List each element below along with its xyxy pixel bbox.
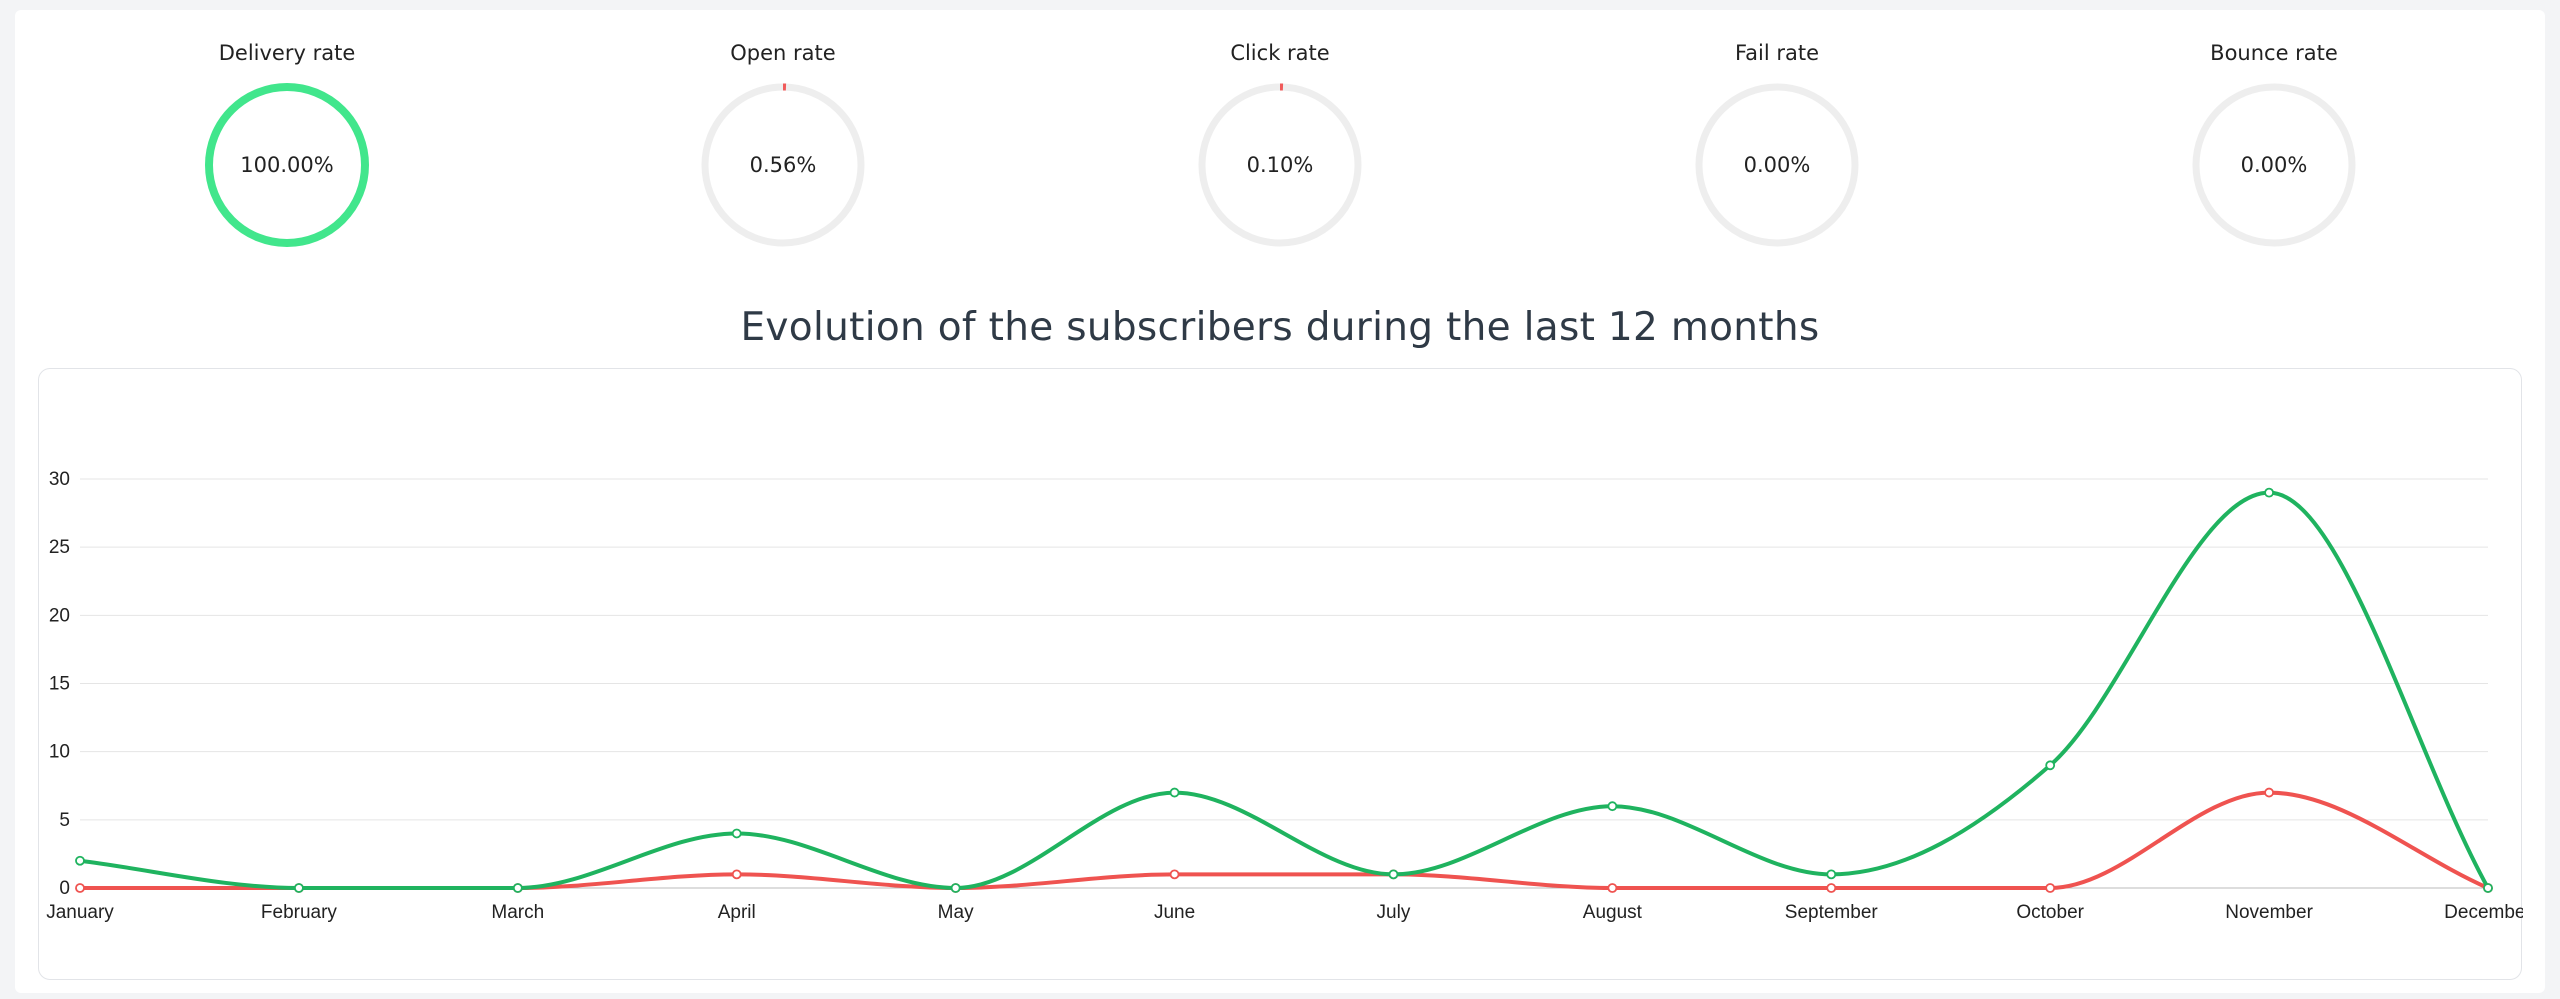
y-tick-label: 10 xyxy=(49,742,70,763)
open-rate-value: 0.56% xyxy=(749,153,817,177)
data-point[interactable] xyxy=(2264,487,2274,498)
data-point[interactable] xyxy=(1169,787,1180,798)
fail-rate-stat: Fail rate 0.00% xyxy=(1627,38,1927,250)
click-rate-label: Click rate xyxy=(1230,41,1330,65)
data-point[interactable] xyxy=(75,883,85,893)
fail-rate-value: 0.00% xyxy=(1743,153,1811,177)
data-point[interactable] xyxy=(1826,869,1837,880)
y-tick-label: 5 xyxy=(59,810,70,831)
x-tick-label: November xyxy=(2225,902,2313,923)
x-tick-label: January xyxy=(46,902,114,923)
click-rate-gauge: 0.10% xyxy=(1195,80,1365,250)
y-tick-label: 20 xyxy=(49,605,70,626)
data-point[interactable] xyxy=(75,855,85,866)
gauge-track xyxy=(1695,83,1859,247)
bounce-rate-label: Bounce rate xyxy=(2210,41,2338,65)
stats-panel: Delivery rate 100.00% Open rate 0.56% Cl… xyxy=(15,10,2545,993)
data-point[interactable] xyxy=(2264,787,2274,798)
data-point[interactable] xyxy=(950,883,961,893)
data-point[interactable] xyxy=(1607,801,1618,812)
chart-title: Evolution of the subscribers during the … xyxy=(740,305,1820,350)
bounce-rate-gauge: 0.00% xyxy=(2189,80,2359,250)
gauge-ring xyxy=(205,83,369,247)
data-point[interactable] xyxy=(1607,883,1618,893)
y-tick-label: 25 xyxy=(49,537,70,558)
data-point[interactable] xyxy=(731,869,742,880)
rate-gauges: Delivery rate 100.00% Open rate 0.56% Cl… xyxy=(15,10,2545,260)
data-point[interactable] xyxy=(2483,883,2493,893)
y-tick-label: 0 xyxy=(59,878,70,899)
data-point[interactable] xyxy=(1826,883,1837,893)
data-point[interactable] xyxy=(2045,883,2056,893)
gauge-ring xyxy=(1695,83,1859,247)
series-line-0 xyxy=(78,490,2490,891)
x-tick-label: October xyxy=(2016,902,2084,923)
gauge-progress xyxy=(205,83,369,247)
gauge-progress xyxy=(1198,83,1362,247)
gauge-ring xyxy=(701,83,865,247)
x-tick-label: February xyxy=(261,902,338,923)
x-tick-label: March xyxy=(491,902,544,923)
x-tick-label: December xyxy=(2444,902,2523,923)
data-point[interactable] xyxy=(2045,760,2056,771)
open-rate-label: Open rate xyxy=(730,41,836,65)
x-tick-label: September xyxy=(1785,902,1879,923)
x-tick-label: April xyxy=(718,902,756,923)
bounce-rate-stat: Bounce rate 0.00% xyxy=(2124,38,2424,250)
open-rate-stat: Open rate 0.56% xyxy=(633,38,933,250)
x-tick-label: July xyxy=(1377,902,1411,923)
open-rate-gauge: 0.56% xyxy=(698,80,868,250)
y-tick-label: 30 xyxy=(49,469,70,490)
x-tick-label: June xyxy=(1154,902,1195,923)
bounce-rate-value: 0.00% xyxy=(2240,153,2308,177)
data-point[interactable] xyxy=(1169,869,1180,880)
delivery-rate-label: Delivery rate xyxy=(218,41,356,65)
gauge-track xyxy=(2192,83,2356,247)
data-point[interactable] xyxy=(1388,869,1399,880)
chart-card: 0 5 10 15 20 25 30 January February March April May… xyxy=(38,368,2523,980)
fail-rate-gauge: 0.00% xyxy=(1692,80,1862,250)
click-rate-stat: Click rate 0.10% xyxy=(1130,38,1430,250)
gauge-ring xyxy=(2192,83,2356,247)
x-tick-label: August xyxy=(1583,902,1643,923)
click-rate-value: 0.10% xyxy=(1246,153,1314,177)
data-point[interactable] xyxy=(294,883,304,893)
delivery-rate-stat: Delivery rate 100.00% xyxy=(137,38,437,250)
subscribers-line-chart: 0 5 10 15 20 25 30 January February March April May… xyxy=(46,469,2523,923)
delivery-rate-value: 100.00% xyxy=(240,153,334,177)
data-point[interactable] xyxy=(512,883,523,893)
data-point[interactable] xyxy=(731,828,742,839)
gauge-progress xyxy=(701,83,865,247)
y-tick-label: 15 xyxy=(49,674,70,695)
delivery-rate-gauge: 100.00% xyxy=(202,80,372,250)
series-line-1 xyxy=(78,790,2490,891)
gauge-ring xyxy=(1198,83,1362,247)
fail-rate-label: Fail rate xyxy=(1734,41,1820,65)
x-tick-label: May xyxy=(938,902,974,923)
